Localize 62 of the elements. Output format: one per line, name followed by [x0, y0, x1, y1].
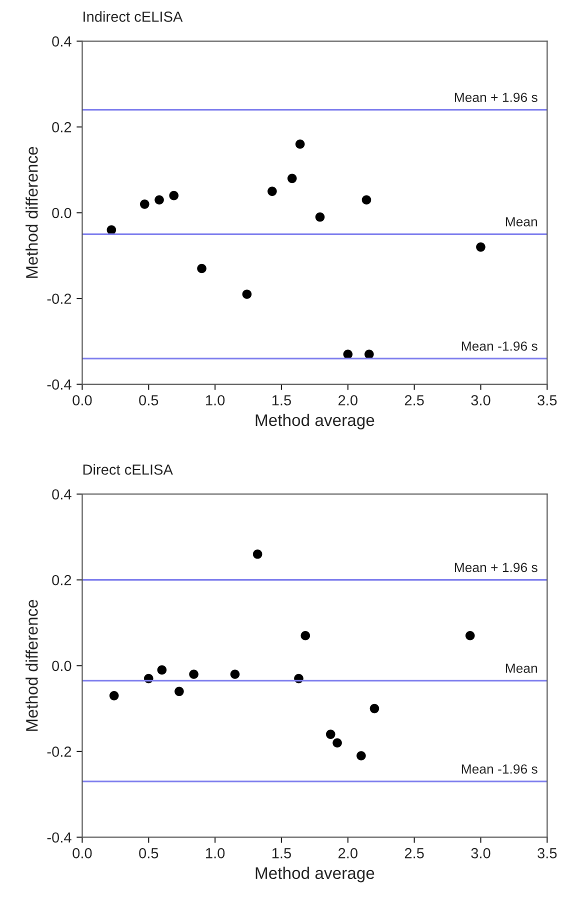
x-tick-label: 0.5: [139, 395, 158, 406]
chart-title: Direct cELISA: [83, 464, 173, 475]
point: [370, 704, 380, 714]
x-tick-label: 0.0: [72, 848, 92, 858]
x-tick-label: 1.0: [206, 848, 225, 858]
x-tick-label: 3.0: [471, 395, 490, 406]
y-tick-label: -0.4: [47, 379, 72, 390]
point: [362, 195, 372, 205]
ref-line-label: Mean + 1.96 s: [454, 92, 538, 102]
y-axis-title: Method difference: [26, 600, 38, 731]
x-axis-title: Method average: [256, 866, 374, 882]
y-tick-label: 0.4: [52, 36, 72, 47]
ref-line-label: Mean -1.96 s: [462, 764, 538, 774]
y-tick-label: 0.0: [52, 660, 72, 672]
x-tick-label: 1.5: [272, 848, 291, 858]
point: [189, 670, 198, 679]
x-tick-label: 2.5: [404, 848, 424, 858]
point: [169, 190, 179, 200]
x-tick-label: 2.0: [338, 848, 358, 858]
x-tick-label: 2.0: [338, 395, 358, 406]
y-tick-label: 0.0: [52, 208, 72, 218]
point: [268, 186, 277, 196]
x-tick-label: 0.0: [72, 395, 92, 406]
x-tick-label: 2.5: [404, 395, 424, 406]
y-tick-label: 0.4: [52, 489, 72, 500]
point: [287, 174, 297, 184]
x-tick-label: 0.5: [139, 848, 158, 858]
point: [109, 691, 119, 700]
point: [197, 264, 206, 274]
ref-line-label: Mean -1.96 s: [462, 341, 538, 351]
point: [174, 686, 184, 696]
point: [356, 751, 366, 760]
y-axis-title: Method difference: [26, 146, 38, 278]
ref-line-label: Mean: [506, 217, 538, 226]
x-tick-label: 3.5: [538, 395, 557, 406]
point: [465, 630, 475, 640]
x-tick-label: 1.5: [272, 395, 291, 406]
point: [300, 630, 310, 640]
y-tick-label: -0.2: [47, 294, 72, 304]
ref-line-label: Mean + 1.96 s: [454, 562, 538, 572]
point: [252, 549, 262, 559]
ref-line-label: Mean: [506, 664, 538, 673]
point: [315, 212, 325, 222]
point: [157, 665, 167, 675]
point: [106, 225, 116, 235]
x-tick-label: 3.0: [471, 848, 490, 858]
point: [140, 200, 150, 209]
chart-title: Indirect cELISA: [84, 11, 183, 22]
point: [230, 670, 240, 679]
x-tick-label: 3.5: [538, 848, 557, 858]
x-tick-label: 1.0: [206, 395, 225, 406]
x-axis-title: Method average: [256, 414, 374, 430]
y-tick-label: -0.4: [47, 832, 72, 843]
point: [154, 195, 164, 205]
point: [476, 242, 486, 252]
y-tick-label: 0.2: [52, 574, 72, 586]
point: [242, 290, 252, 299]
point: [332, 738, 342, 748]
y-tick-label: 0.2: [52, 122, 72, 132]
point: [295, 139, 305, 149]
y-tick-label: -0.2: [47, 746, 72, 757]
point: [326, 730, 336, 739]
